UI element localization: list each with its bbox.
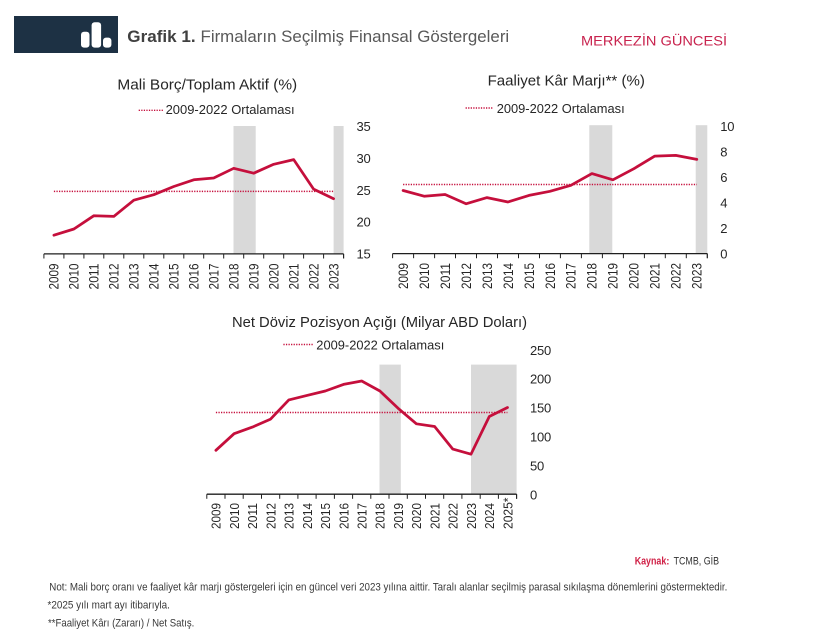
svg-text:0: 0 [720, 247, 727, 262]
svg-text:2012: 2012 [459, 263, 474, 289]
svg-text:15: 15 [357, 247, 371, 262]
svg-text:2013: 2013 [282, 503, 297, 529]
svg-text:2010: 2010 [227, 503, 242, 529]
svg-text:2017: 2017 [207, 264, 222, 290]
svg-text:10: 10 [720, 119, 734, 134]
svg-text:2025*: 2025* [500, 498, 515, 530]
svg-text:**Faaliyet Kârı (Zararı) / Net: **Faaliyet Kârı (Zararı) / Net Satış. [48, 617, 194, 629]
svg-text:20: 20 [357, 215, 371, 230]
svg-text:Not: Mali borç oranı ve faaliy: Not: Mali borç oranı ve faaliyet kâr mar… [49, 582, 727, 594]
svg-text:2015: 2015 [318, 503, 333, 529]
svg-text:0: 0 [530, 487, 537, 502]
svg-text:2019: 2019 [247, 264, 262, 290]
svg-text:2020: 2020 [409, 503, 424, 529]
svg-text:Net Döviz Pozisyon Açığı (Mily: Net Döviz Pozisyon Açığı (Milyar ABD Dol… [232, 314, 527, 331]
svg-text:2: 2 [720, 221, 727, 236]
svg-text:2018: 2018 [373, 503, 388, 529]
svg-text:2014: 2014 [147, 263, 162, 289]
svg-text:2013: 2013 [480, 263, 495, 289]
svg-text:2019: 2019 [391, 503, 406, 529]
svg-text:4: 4 [720, 196, 727, 211]
svg-text:2009: 2009 [396, 263, 411, 289]
svg-text:2009: 2009 [47, 264, 62, 290]
svg-text:2015: 2015 [167, 264, 182, 290]
svg-text:Grafik 1.: Grafik 1. [127, 27, 195, 46]
svg-text:2011: 2011 [245, 503, 260, 529]
svg-text:2016: 2016 [543, 263, 558, 289]
svg-text:2013: 2013 [127, 264, 142, 290]
svg-text:*2025 yılı mart ayı itibarıyla: *2025 yılı mart ayı itibarıyla. [48, 599, 170, 611]
svg-text:2012: 2012 [107, 264, 122, 290]
svg-text:2023: 2023 [690, 263, 705, 289]
svg-text:150: 150 [530, 401, 551, 416]
svg-text:2011: 2011 [87, 264, 102, 290]
svg-text:2017: 2017 [355, 503, 370, 529]
svg-text:2017: 2017 [564, 263, 579, 289]
svg-text:2011: 2011 [438, 263, 453, 289]
svg-text:50: 50 [530, 458, 544, 473]
svg-text:Faaliyet Kâr Marjı** (%): Faaliyet Kâr Marjı** (%) [488, 73, 645, 90]
svg-text:2021: 2021 [648, 263, 663, 289]
svg-text:2024: 2024 [482, 503, 497, 529]
svg-text:35: 35 [357, 119, 371, 134]
svg-text:2021: 2021 [427, 503, 442, 529]
svg-text:8: 8 [720, 145, 727, 160]
svg-text:MERKEZİN GÜNCESİ: MERKEZİN GÜNCESİ [581, 31, 727, 48]
svg-text:2020: 2020 [267, 264, 282, 290]
svg-text:2022: 2022 [306, 264, 321, 290]
svg-text:6: 6 [720, 170, 727, 185]
svg-text:TCMB, GİB: TCMB, GİB [674, 554, 719, 567]
svg-text:Firmaların Seçilmiş Finansal G: Firmaların Seçilmiş Finansal Göstergeler… [201, 27, 510, 46]
svg-text:2020: 2020 [627, 263, 642, 289]
svg-text:2023: 2023 [464, 503, 479, 529]
svg-text:2023: 2023 [326, 264, 341, 290]
svg-text:200: 200 [530, 372, 551, 387]
svg-text:2010: 2010 [67, 264, 82, 290]
svg-text:Mali Borç/Toplam Aktif (%): Mali Borç/Toplam Aktif (%) [117, 76, 297, 93]
svg-text:Kaynak:: Kaynak: [635, 555, 670, 567]
svg-text:2010: 2010 [417, 263, 432, 289]
svg-text:2022: 2022 [669, 263, 684, 289]
svg-text:2014: 2014 [501, 263, 516, 289]
svg-text:2019: 2019 [606, 263, 621, 289]
svg-text:2018: 2018 [227, 264, 242, 290]
svg-text:2016: 2016 [336, 503, 351, 529]
svg-text:2012: 2012 [263, 503, 278, 529]
svg-text:2009: 2009 [209, 503, 224, 529]
svg-text:25: 25 [357, 183, 371, 198]
svg-text:2009-2022 Ortalaması: 2009-2022 Ortalaması [497, 101, 625, 116]
svg-text:2016: 2016 [187, 264, 202, 290]
svg-text:100: 100 [530, 430, 551, 445]
svg-text:250: 250 [530, 343, 551, 358]
svg-text:2018: 2018 [585, 263, 600, 289]
svg-text:2022: 2022 [446, 503, 461, 529]
svg-text:2009-2022 Ortalaması: 2009-2022 Ortalaması [316, 338, 444, 353]
svg-text:2021: 2021 [287, 264, 302, 290]
svg-text:2009-2022 Ortalaması: 2009-2022 Ortalaması [166, 102, 295, 117]
svg-text:30: 30 [357, 151, 371, 166]
svg-text:2015: 2015 [522, 263, 537, 289]
svg-text:2014: 2014 [300, 503, 315, 529]
